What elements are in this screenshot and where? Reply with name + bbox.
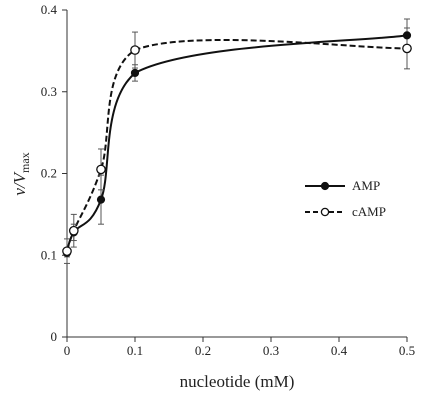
- y-axis-title: v/Vmax: [10, 152, 32, 195]
- axes: [66, 10, 407, 338]
- series-line-amp: [66, 34, 408, 254]
- y-tick-label: 0.2: [41, 166, 57, 181]
- series-line-camp: [66, 39, 408, 252]
- error-bars: [64, 18, 410, 264]
- data-point-camp: [68, 225, 79, 236]
- markers: [62, 31, 412, 257]
- y-tick-label: 0.4: [41, 2, 58, 17]
- data-point-amp: [130, 68, 140, 78]
- x-tick-label: 0.3: [263, 343, 279, 358]
- legend-marker-camp: [320, 207, 330, 217]
- legend-label-camp: cAMP: [352, 204, 386, 219]
- y-tick-label: 0: [51, 329, 58, 344]
- data-point-camp: [130, 45, 140, 55]
- y-tick-label: 0.1: [41, 247, 57, 262]
- legend: AMP cAMP: [305, 178, 386, 219]
- x-tick-label: 0.4: [331, 343, 348, 358]
- series-lines: [66, 34, 408, 254]
- y-axis-title-main: v/V: [10, 170, 29, 195]
- x-axis-title: nucleotide (mM): [180, 372, 295, 391]
- y-tick-label: 0.3: [41, 84, 57, 99]
- ticks: 0 0.1 0.2 0.3 0.4 0.5 0 0.1 0.2 0.3 0.4: [41, 2, 415, 358]
- x-tick-label: 0.2: [195, 343, 211, 358]
- y-axis-title-subscript: max: [18, 152, 32, 173]
- legend-marker-amp: [320, 181, 330, 191]
- x-tick-label: 0.1: [127, 343, 143, 358]
- data-point-camp: [402, 43, 412, 54]
- legend-label-amp: AMP: [352, 178, 380, 193]
- data-point-camp: [62, 246, 72, 257]
- data-point-amp: [96, 195, 106, 204]
- x-tick-label: 0: [64, 343, 71, 358]
- data-point-amp: [402, 31, 412, 40]
- x-tick-label: 0.5: [399, 343, 415, 358]
- data-point-camp: [96, 164, 106, 175]
